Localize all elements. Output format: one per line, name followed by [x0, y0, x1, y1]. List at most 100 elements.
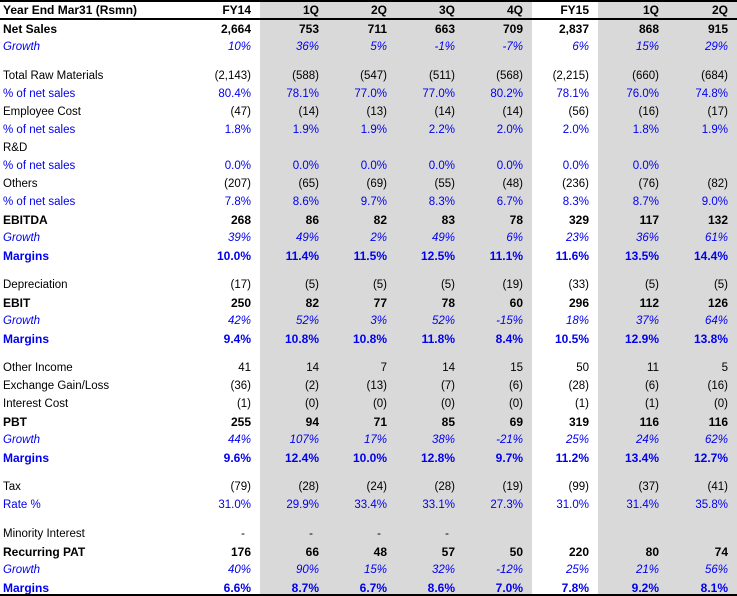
value-cell: 61%	[668, 229, 737, 247]
value-cell: 14	[260, 359, 328, 377]
value-cell: (0)	[260, 395, 328, 413]
row-label: Margins	[3, 249, 50, 263]
value-cell: 60	[464, 294, 532, 312]
value-cell: (660)	[598, 67, 668, 85]
value-cell: (6)	[598, 377, 668, 395]
row-label: Minority Interest	[3, 528, 85, 540]
value-cell: 0.0%	[562, 160, 589, 172]
value-cell: 5%	[328, 38, 396, 56]
spacer-row	[0, 467, 737, 478]
value-cell	[668, 514, 737, 525]
value-cell: 711	[328, 20, 396, 38]
value-cell: 3%	[328, 312, 396, 330]
value-cell: 10.8%	[328, 330, 396, 348]
value-cell: 13.4%	[598, 449, 668, 467]
value-cell: 35.8%	[668, 496, 737, 514]
value-cell: 13.8%	[668, 330, 737, 348]
table-row: Total Raw Materials (2,143) (588) (547) (511…	[0, 67, 737, 85]
value-cell: 42%	[227, 315, 251, 327]
value-cell: 32%	[396, 561, 464, 579]
row-label: Total Raw Materials	[3, 70, 104, 82]
value-cell: (28)	[568, 380, 589, 392]
value-cell	[532, 265, 598, 276]
value-cell: 14.4%	[668, 247, 737, 265]
value-cell: 12.5%	[396, 247, 464, 265]
value-cell: 50	[464, 543, 532, 561]
value-cell: 2,664	[220, 22, 251, 36]
value-cell: -1%	[396, 38, 464, 56]
value-cell: 329	[568, 213, 589, 227]
value-cell: -	[328, 525, 396, 543]
value-cell: 80	[598, 543, 668, 561]
value-cell: 709	[464, 20, 532, 38]
value-cell: 8.7%	[260, 579, 328, 594]
value-cell: (207)	[224, 178, 251, 190]
value-cell: 21%	[598, 561, 668, 579]
value-cell	[396, 467, 464, 478]
value-cell: 0.0%	[224, 160, 251, 172]
value-cell	[186, 467, 260, 478]
value-cell: 33.4%	[328, 496, 396, 514]
spacer-row	[0, 514, 737, 525]
value-cell: 6.6%	[223, 581, 251, 595]
value-cell: 915	[668, 20, 737, 38]
value-cell: 33.1%	[396, 496, 464, 514]
row-label: Margins	[3, 451, 50, 465]
value-cell: (14)	[260, 103, 328, 121]
row-label: % of net sales	[3, 124, 76, 136]
value-cell: (19)	[464, 478, 532, 496]
value-cell	[328, 56, 396, 67]
value-cell: 18%	[565, 315, 589, 327]
value-cell: (0)	[668, 395, 737, 413]
column-header-fy14: FY14	[222, 3, 251, 17]
value-cell: 56%	[668, 561, 737, 579]
value-cell: 9.4%	[223, 332, 251, 346]
value-cell: 132	[668, 211, 737, 229]
value-cell	[464, 467, 532, 478]
table-row: Margins 9.4% 10.8% 10.8% 11.8% 8.4% 10.5% 12.9%…	[0, 330, 737, 348]
value-cell: (56)	[568, 106, 589, 118]
value-cell: 66	[260, 543, 328, 561]
value-cell: 0.0%	[464, 157, 532, 175]
value-cell: 12.9%	[598, 330, 668, 348]
value-cell: 50	[576, 362, 589, 374]
row-label: % of net sales	[3, 196, 76, 208]
value-cell: 268	[230, 213, 251, 227]
value-cell: (17)	[230, 279, 251, 291]
value-cell: 12.8%	[396, 449, 464, 467]
value-cell: (568)	[464, 67, 532, 85]
value-cell: (684)	[668, 67, 737, 85]
value-cell	[328, 265, 396, 276]
value-cell: 94	[260, 413, 328, 431]
value-cell: -	[241, 528, 245, 540]
table-row: Other Income 41 14 7 14 15 50 11 5	[0, 359, 737, 377]
value-cell: 250	[230, 296, 251, 310]
column-header-2q-2: 2Q	[668, 2, 737, 18]
value-cell: 76.0%	[598, 85, 668, 103]
value-cell	[328, 514, 396, 525]
value-cell: -15%	[464, 312, 532, 330]
value-cell	[396, 514, 464, 525]
value-cell: (33)	[568, 279, 589, 291]
row-label: Employee Cost	[3, 106, 81, 118]
value-cell: 10.0%	[216, 249, 251, 263]
row-label: EBITDA	[3, 213, 48, 227]
spacer-row	[0, 348, 737, 359]
column-header-1q-2: 1Q	[598, 2, 668, 18]
value-cell: 868	[598, 20, 668, 38]
value-cell: 1.9%	[328, 121, 396, 139]
value-cell: 663	[396, 20, 464, 38]
table-row: Net Sales 2,664 753 711 663 709 2,837 868 915	[0, 20, 737, 38]
value-cell: 11.4%	[260, 247, 328, 265]
row-label: Margins	[3, 581, 50, 595]
value-cell: -7%	[464, 38, 532, 56]
value-cell: 8.6%	[396, 579, 464, 594]
value-cell: 69	[464, 413, 532, 431]
value-cell	[260, 56, 328, 67]
value-cell	[186, 265, 260, 276]
value-cell	[598, 467, 668, 478]
value-cell	[598, 139, 668, 157]
value-cell	[260, 467, 328, 478]
value-cell: (5)	[260, 276, 328, 294]
value-cell: 11.2%	[555, 451, 589, 465]
